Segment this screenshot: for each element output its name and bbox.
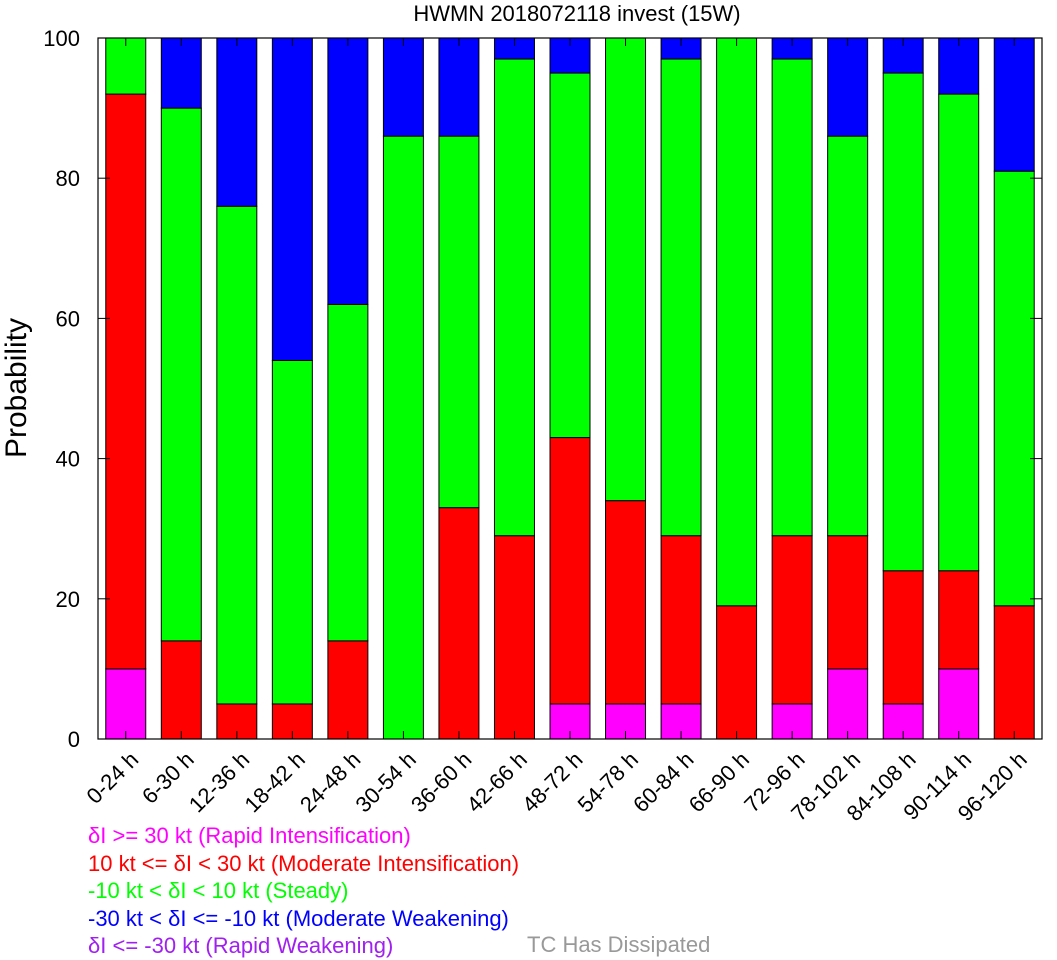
bar-segment-steady [438, 135, 480, 509]
bar-segment-moderate-intensification [993, 605, 1035, 740]
x-tick-label: 42-66 h [462, 747, 532, 817]
bar-segment-steady [327, 303, 369, 642]
x-tick-label: 60-84 h [628, 747, 698, 817]
bar-segment-steady [493, 58, 535, 537]
bar-segment-steady [605, 37, 647, 502]
bar-segment-rapid-intensification [827, 668, 869, 740]
bar-segment-moderate-intensification [327, 640, 369, 740]
bar-segment-steady [882, 72, 924, 572]
bar-segment-moderate-intensification [438, 507, 480, 740]
x-tick-label: 54-78 h [573, 747, 643, 817]
y-tick-label: 60 [56, 306, 80, 331]
x-tick-label: 48-72 h [517, 747, 587, 817]
x-tick-label: 30-54 h [351, 747, 421, 817]
bar-segment-moderate-intensification [605, 500, 647, 705]
legend-moderate-weakening: -30 kt < δI <= -10 kt (Moderate Weakenin… [88, 905, 509, 931]
bar-segment-moderate-weakening [382, 37, 424, 137]
bar-segment-steady [549, 72, 591, 439]
x-tick-label: 0-24 h [82, 747, 144, 809]
bar-segment-steady [216, 205, 258, 705]
bar-segment-moderate-weakening [438, 37, 480, 137]
x-tick-label: 36-60 h [406, 747, 476, 817]
bar-segment-steady [716, 37, 758, 607]
y-tick-label: 40 [56, 447, 80, 472]
bar-segment-moderate-intensification [827, 535, 869, 670]
bar-segment-steady [105, 37, 147, 95]
legend-moderate-intensification: 10 kt <= δI < 30 kt (Moderate Intensific… [88, 850, 520, 876]
bar-segment-moderate-weakening [549, 37, 591, 74]
bar-segment-moderate-weakening [160, 37, 202, 109]
legend: δI >= 30 kt (Rapid Intensification) 10 k… [88, 822, 519, 960]
bar-segment-moderate-weakening [327, 37, 369, 305]
plot-frame [97, 37, 1043, 740]
x-tick-label: 18-42 h [239, 747, 309, 817]
bar-segment-steady [938, 93, 980, 572]
legend-dissipated: TC Has Dissipated [527, 932, 711, 957]
bar-segment-moderate-weakening [993, 37, 1035, 172]
bar-segment-moderate-weakening [271, 37, 313, 361]
bars-group [105, 37, 1035, 740]
bar-segment-moderate-weakening [938, 37, 980, 95]
bar-segment-moderate-intensification [771, 535, 813, 705]
bar-segment-steady [271, 359, 313, 705]
legend-rapid-intensification: δI >= 30 kt (Rapid Intensification) [88, 823, 411, 848]
y-axis-label: Probability [0, 318, 33, 458]
bar-segment-rapid-intensification [105, 668, 147, 740]
bar-segment-moderate-intensification [882, 570, 924, 705]
bar-segment-steady [771, 58, 813, 537]
bar-segment-moderate-weakening [216, 37, 258, 207]
legend-steady: -10 kt < δI < 10 kt (Steady) [88, 878, 349, 903]
bar-segment-steady [993, 170, 1035, 607]
bar-segment-moderate-intensification [660, 535, 702, 705]
bar-segment-moderate-intensification [716, 605, 758, 740]
legend-rapid-weakening: δI <= -30 kt (Rapid Weakening) [88, 933, 394, 958]
bar-segment-steady [827, 135, 869, 537]
x-tick-label: 24-48 h [295, 747, 365, 817]
bar-segment-moderate-intensification [105, 93, 147, 670]
x-tick-label: 66-90 h [684, 747, 754, 817]
bar-segment-moderate-intensification [493, 535, 535, 740]
bar-segment-steady [660, 58, 702, 537]
bar-segment-steady [160, 107, 202, 642]
y-tick-label: 20 [56, 587, 80, 612]
bar-segment-moderate-intensification [938, 570, 980, 670]
x-tick-label: 12-36 h [184, 747, 254, 817]
bar-segment-moderate-weakening [827, 37, 869, 137]
bar-segment-rapid-intensification [938, 668, 980, 740]
y-tick-label: 80 [56, 166, 80, 191]
y-tick-label: 0 [68, 727, 80, 752]
y-tick-label: 100 [43, 26, 80, 51]
bar-segment-steady [382, 135, 424, 740]
bar-segment-moderate-intensification [549, 437, 591, 705]
bar-segment-moderate-intensification [160, 640, 202, 740]
chart-title: HWMN 2018072118 invest (15W) [413, 1, 740, 26]
